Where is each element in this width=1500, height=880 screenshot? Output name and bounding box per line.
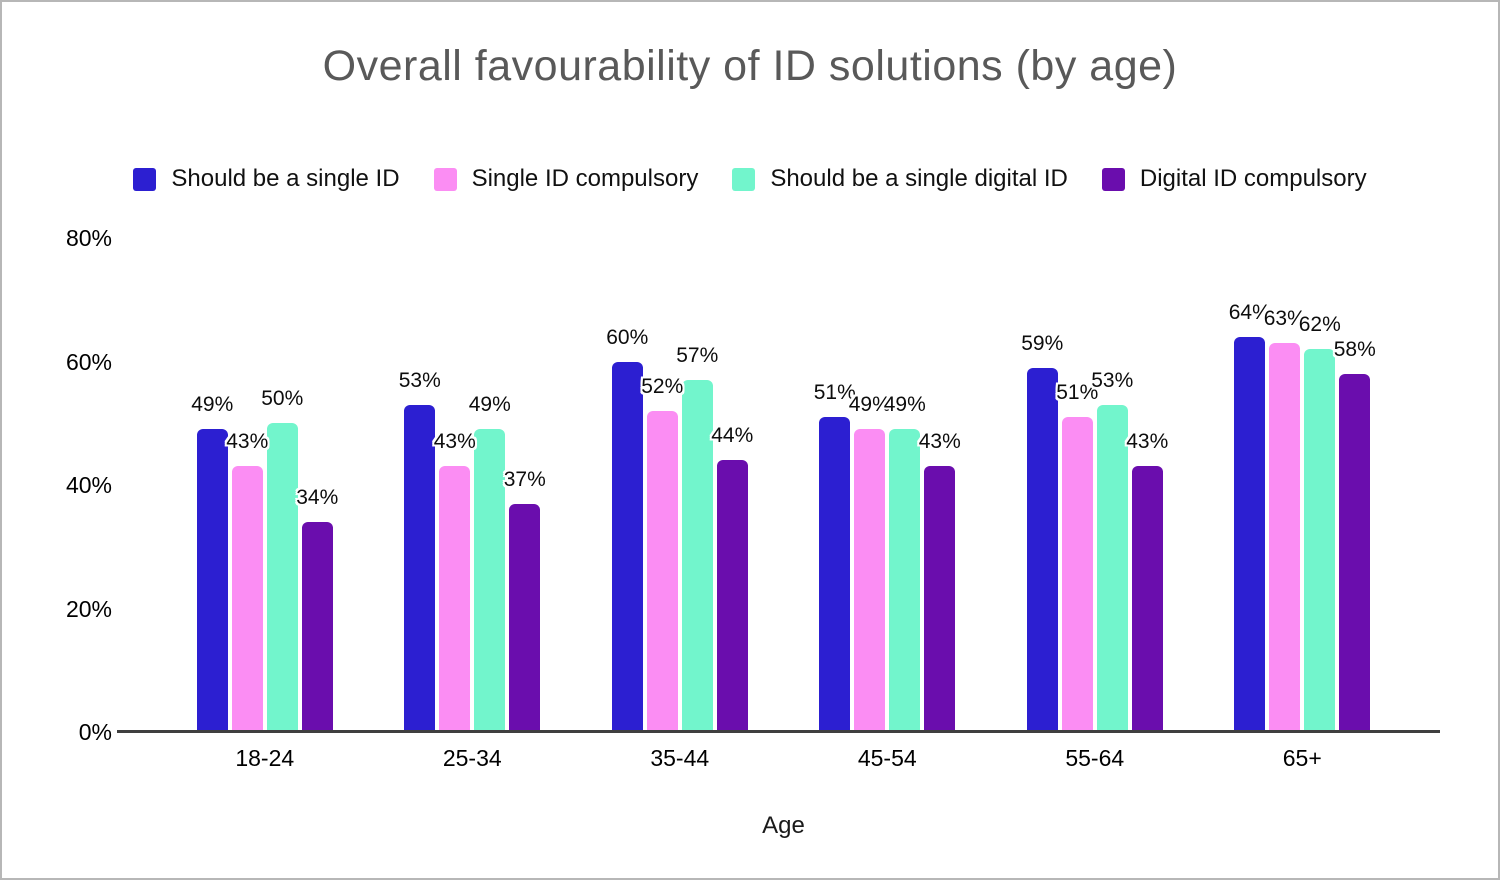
- legend-label: Should be a single digital ID: [770, 165, 1068, 192]
- x-axis-category-label: 55-64: [1065, 745, 1125, 771]
- bar-set: 51% 49% 49% 43%: [814, 238, 961, 732]
- bar-value-label: 50%: [261, 387, 304, 411]
- bar: 34%: [296, 487, 338, 732]
- bar-value-label: 34%: [296, 486, 339, 510]
- bar-value-label: 49%: [848, 393, 891, 417]
- bar: 62%: [1299, 314, 1341, 732]
- x-axis-category-label: 45-54: [857, 745, 917, 771]
- bar: 52%: [641, 375, 683, 732]
- bar: 43%: [1126, 431, 1168, 732]
- bar-value-label: 60%: [606, 325, 649, 349]
- y-axis-tick-label: 40%: [65, 472, 112, 498]
- bar-value-label: 64%: [1228, 300, 1271, 324]
- bar: 50%: [261, 388, 303, 732]
- legend-label: Single ID compulsory: [471, 165, 699, 192]
- bar-set: 59% 51% 53% 43%: [1021, 238, 1168, 732]
- legend-swatch: [1101, 167, 1125, 191]
- bar: 51%: [1056, 382, 1098, 732]
- bar-set: 60% 52% 57% 44%: [606, 238, 753, 732]
- bar: 59%: [1021, 332, 1063, 732]
- bar: 43%: [434, 431, 476, 732]
- bar-value-label: 53%: [398, 368, 441, 392]
- bar-value-label: 52%: [641, 374, 684, 398]
- y-axis-tick-label: 0%: [78, 719, 112, 745]
- x-axis-title: Age: [762, 812, 805, 839]
- bar: 49%: [849, 394, 891, 732]
- legend-item: Should be a single digital ID: [732, 165, 1068, 193]
- bar-set: 64% 63% 62% 58%: [1229, 238, 1376, 732]
- bar: 49%: [191, 394, 233, 732]
- bar-value-label: 37%: [503, 467, 546, 491]
- legend-label: Digital ID compulsory: [1139, 165, 1367, 192]
- bar-value-label: 43%: [1126, 430, 1169, 454]
- legend-item: Single ID compulsory: [433, 165, 699, 193]
- bar-value-label: 57%: [676, 344, 719, 368]
- x-axis-category-label: 25-34: [442, 745, 502, 771]
- y-axis-tick-label: 60%: [65, 348, 112, 375]
- x-axis-line: [117, 730, 1440, 733]
- bar-set: 49% 43% 50% 34%: [191, 238, 338, 732]
- bar-value-label: 49%: [883, 393, 926, 417]
- bar-group: 51% 49% 49% 43% 45-54: [784, 238, 992, 771]
- legend-swatch: [433, 167, 457, 191]
- bar-value-label: 43%: [433, 430, 476, 454]
- bar-group: 60% 52% 57% 44% 35-44: [576, 238, 784, 771]
- x-axis-category-label: 18-24: [235, 745, 295, 771]
- bar: 53%: [1091, 369, 1133, 732]
- chart-title: Overall favourability of ID solutions (b…: [322, 42, 1178, 90]
- bar: 49%: [884, 394, 926, 732]
- bar-value-label: 51%: [1056, 381, 1099, 405]
- x-axis-category-label: 65+: [1282, 745, 1322, 771]
- bar: 51%: [814, 382, 856, 732]
- y-axis-tick-label: 80%: [65, 225, 112, 251]
- bar-value-label: 62%: [1298, 313, 1341, 337]
- bar-value-label: 53%: [1091, 368, 1134, 392]
- bar: 64%: [1229, 301, 1271, 732]
- bar-value-label: 44%: [711, 424, 754, 448]
- bar-value-label: 51%: [813, 381, 856, 405]
- bar-value-label: 58%: [1333, 337, 1376, 361]
- bar-set: 53% 43% 49% 37%: [399, 238, 546, 732]
- legend-swatch: [732, 167, 756, 191]
- y-axis-tick-label: 20%: [65, 595, 112, 622]
- bar: 49%: [469, 394, 511, 732]
- bar-value-label: 43%: [226, 430, 269, 454]
- bar-value-label: 49%: [468, 393, 511, 417]
- bar-group: 59% 51% 53% 43% 55-64: [991, 238, 1199, 771]
- bar: 37%: [504, 468, 546, 732]
- bar: 58%: [1334, 338, 1376, 732]
- bar-group: 49% 43% 50% 34% 18-24: [161, 238, 369, 771]
- bar-group: 64% 63% 62% 58% 65+: [1199, 238, 1407, 771]
- bar: 44%: [711, 425, 753, 732]
- bar-groups: 49% 43% 50% 34% 18-24 53% 43% 49% 37% 25-34 60% 52%…: [161, 238, 1407, 771]
- bar-value-label: 59%: [1021, 331, 1064, 355]
- bar: 57%: [676, 345, 718, 732]
- x-axis-category-label: 35-44: [650, 745, 710, 771]
- legend-item: Should be a single ID: [133, 165, 400, 193]
- bar-value-label: 43%: [918, 430, 961, 454]
- bar: 43%: [919, 431, 961, 732]
- legend: Should be a single ID Single ID compulsor…: [2, 165, 1498, 193]
- legend-item: Digital ID compulsory: [1101, 165, 1367, 193]
- bar-value-label: 63%: [1263, 306, 1306, 330]
- bar-group: 53% 43% 49% 37% 25-34: [369, 238, 577, 771]
- bar: 63%: [1264, 307, 1306, 732]
- bar: 53%: [399, 369, 441, 732]
- bar: 60%: [606, 326, 648, 732]
- legend-label: Should be a single ID: [171, 165, 400, 192]
- bar-value-label: 49%: [191, 393, 234, 417]
- bar: 43%: [226, 431, 268, 732]
- legend-swatch: [133, 167, 157, 191]
